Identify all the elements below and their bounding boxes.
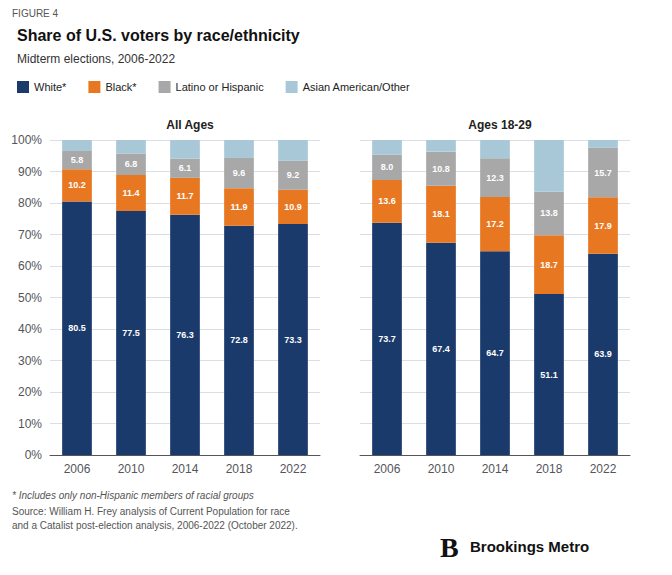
svg-text:73.3: 73.3: [284, 335, 302, 345]
svg-text:Asian American/Other: Asian American/Other: [303, 81, 410, 93]
svg-text:10%: 10%: [18, 417, 42, 431]
svg-text:0%: 0%: [25, 448, 43, 462]
svg-text:90%: 90%: [18, 165, 42, 179]
svg-text:50%: 50%: [18, 291, 42, 305]
svg-text:60%: 60%: [18, 259, 42, 273]
svg-text:13.6: 13.6: [378, 196, 396, 206]
svg-text:30%: 30%: [18, 354, 42, 368]
svg-text:2010: 2010: [118, 462, 145, 476]
svg-text:6.1: 6.1: [179, 163, 192, 173]
svg-text:18.7: 18.7: [540, 260, 558, 270]
svg-text:2022: 2022: [590, 462, 617, 476]
svg-text:Source: William H. Frey analys: Source: William H. Frey analysis of Curr…: [12, 506, 290, 517]
svg-text:Brookings Metro: Brookings Metro: [470, 538, 589, 555]
svg-text:40%: 40%: [18, 322, 42, 336]
svg-text:77.5: 77.5: [122, 328, 140, 338]
svg-text:13.8: 13.8: [540, 208, 558, 218]
svg-text:Ages 18-29: Ages 18-29: [468, 118, 532, 132]
svg-text:2006: 2006: [64, 462, 91, 476]
svg-text:2014: 2014: [482, 462, 509, 476]
svg-text:Black*: Black*: [105, 81, 137, 93]
svg-text:2006: 2006: [374, 462, 401, 476]
svg-text:Share of U.S. voters by race/e: Share of U.S. voters by race/ethnicity: [17, 27, 300, 44]
svg-text:76.3: 76.3: [176, 330, 194, 340]
svg-text:80%: 80%: [18, 196, 42, 210]
svg-text:10.8: 10.8: [432, 164, 450, 174]
svg-text:9.2: 9.2: [287, 170, 300, 180]
svg-text:73.7: 73.7: [378, 334, 396, 344]
svg-text:67.4: 67.4: [432, 344, 450, 354]
svg-text:and a Catalist post-election a: and a Catalist post-election analysis, 2…: [12, 520, 298, 531]
svg-text:6.8: 6.8: [125, 159, 138, 169]
svg-text:51.1: 51.1: [540, 370, 558, 380]
svg-text:15.7: 15.7: [594, 168, 612, 178]
svg-text:72.8: 72.8: [230, 335, 248, 345]
svg-text:63.9: 63.9: [594, 349, 612, 359]
svg-text:2022: 2022: [280, 462, 307, 476]
svg-text:10.2: 10.2: [68, 180, 86, 190]
svg-text:20%: 20%: [18, 385, 42, 399]
svg-text:FIGURE 4: FIGURE 4: [12, 8, 59, 19]
svg-text:5.8: 5.8: [71, 155, 84, 165]
svg-text:White*: White*: [34, 81, 67, 93]
svg-text:* Includes only non-Hispanic m: * Includes only non-Hispanic members of …: [12, 490, 254, 501]
svg-text:11.9: 11.9: [230, 202, 247, 212]
svg-text:11.4: 11.4: [122, 188, 139, 198]
svg-text:17.9: 17.9: [594, 221, 612, 231]
svg-text:10.9: 10.9: [284, 202, 302, 212]
svg-text:12.3: 12.3: [486, 173, 504, 183]
svg-text:8.0: 8.0: [381, 162, 394, 172]
svg-text:64.7: 64.7: [486, 348, 504, 358]
svg-text:18.1: 18.1: [432, 209, 450, 219]
svg-text:80.5: 80.5: [68, 323, 86, 333]
svg-text:2014: 2014: [172, 462, 199, 476]
svg-text:Midterm elections, 2006-2022: Midterm elections, 2006-2022: [17, 52, 175, 66]
svg-text:B: B: [440, 532, 459, 563]
svg-text:9.6: 9.6: [233, 168, 246, 178]
svg-text:2018: 2018: [226, 462, 253, 476]
svg-text:70%: 70%: [18, 228, 42, 242]
svg-text:2010: 2010: [428, 462, 455, 476]
svg-text:All Ages: All Ages: [166, 118, 214, 132]
svg-text:2018: 2018: [536, 462, 563, 476]
svg-text:Latino or Hispanic: Latino or Hispanic: [176, 81, 265, 93]
svg-text:100%: 100%: [11, 133, 42, 147]
svg-text:17.2: 17.2: [486, 219, 504, 229]
svg-text:11.7: 11.7: [176, 191, 193, 201]
